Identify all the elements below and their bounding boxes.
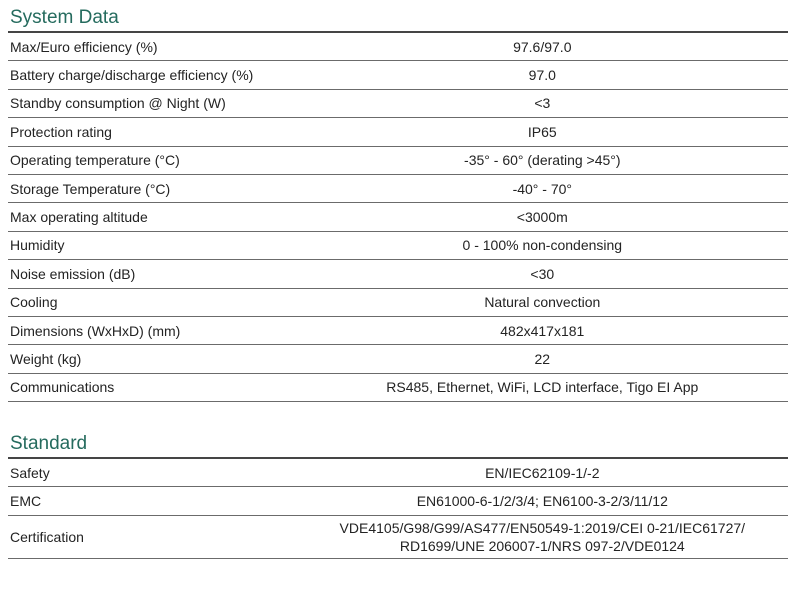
row-value: EN61000-6-1/2/3/4; EN6100-3-2/3/11/12 [416, 493, 668, 510]
table-row: Max operating altitude <3000m [8, 203, 788, 232]
row-label: Noise emission (dB) [10, 265, 136, 282]
section-title-standard: Standard [8, 426, 788, 460]
row-value: 482x417x181 [500, 322, 585, 339]
certification-line-2: RD1699/UNE 206007-1/NRS 097-2/VDE0124 [399, 537, 685, 554]
row-value: VDE4105/G98/G99/AS477/EN50549-1:2019/CEI… [297, 519, 788, 555]
section-title-system-data: System Data [8, 0, 788, 33]
row-value: -35° - 60° (derating >45°) [464, 152, 621, 169]
table-row: Storage Temperature (°C) -40° - 70° [8, 175, 788, 204]
table-row: Weight (kg) 22 [8, 345, 788, 374]
table-row: Dimensions (WxHxD) (mm) 482x417x181 [8, 317, 788, 346]
row-value: 22 [534, 350, 551, 367]
row-label: Max operating altitude [10, 209, 148, 226]
table-row: Certification VDE4105/G98/G99/AS477/EN50… [8, 516, 788, 559]
table-row: Operating temperature (°C) -35° - 60° (d… [8, 147, 788, 175]
table-row: Noise emission (dB) <30 [8, 260, 788, 289]
section-system-data: System Data Max/Euro efficiency (%) 97.6… [8, 0, 788, 403]
row-label: Max/Euro efficiency (%) [10, 38, 158, 55]
row-value: -40° - 70° [512, 180, 573, 197]
row-label: Weight (kg) [10, 350, 82, 367]
row-label: Storage Temperature (°C) [10, 180, 171, 197]
row-label: Protection rating [10, 123, 112, 140]
row-label: Dimensions (WxHxD) (mm) [10, 322, 181, 339]
row-value: 0 - 100% non-condensing [462, 237, 623, 254]
certification-line-1: VDE4105/G98/G99/AS477/EN50549-1:2019/CEI… [339, 519, 746, 536]
table-row: Protection rating IP65 [8, 118, 788, 147]
table-row: EMC EN61000-6-1/2/3/4; EN6100-3-2/3/11/1… [8, 487, 788, 516]
table-row: Communications RS485, Ethernet, WiFi, LC… [8, 374, 788, 403]
row-value: 97.0 [528, 67, 556, 84]
table-row: Cooling Natural convection [8, 289, 788, 317]
row-label: Standby consumption @ Night (W) [10, 95, 226, 112]
table-row: Battery charge/discharge efficiency (%) … [8, 61, 788, 90]
row-value: 97.6/97.0 [513, 38, 572, 55]
table-row: Standby consumption @ Night (W) <3 [8, 90, 788, 119]
row-label: Communications [10, 379, 115, 396]
standard-table: Safety EN/IEC62109-1/-2 EMC EN61000-6-1/… [8, 459, 788, 559]
table-row: Max/Euro efficiency (%) 97.6/97.0 [8, 33, 788, 62]
row-value: <3000m [516, 209, 568, 226]
row-label: Certification [10, 528, 84, 545]
row-label: Battery charge/discharge efficiency (%) [10, 67, 254, 84]
row-label: Cooling [10, 294, 58, 311]
row-value: IP65 [527, 123, 557, 140]
row-label: Safety [10, 464, 50, 481]
system-data-table: Max/Euro efficiency (%) 97.6/97.0 Batter… [8, 33, 788, 403]
row-value: Natural convection [484, 294, 601, 311]
row-label: EMC [10, 493, 42, 510]
table-row: Safety EN/IEC62109-1/-2 [8, 459, 788, 488]
row-value: RS485, Ethernet, WiFi, LCD interface, Ti… [386, 379, 699, 396]
row-value: <3 [534, 95, 551, 112]
datasheet-page: System Data Max/Euro efficiency (%) 97.6… [8, 0, 788, 559]
row-label: Operating temperature (°C) [10, 152, 180, 169]
table-row: Humidity 0 - 100% non-condensing [8, 232, 788, 261]
row-label: Humidity [10, 237, 65, 254]
row-value: EN/IEC62109-1/-2 [485, 464, 600, 481]
row-value: <30 [530, 265, 555, 282]
section-standard: Standard Safety EN/IEC62109-1/-2 EMC EN6… [8, 426, 788, 559]
